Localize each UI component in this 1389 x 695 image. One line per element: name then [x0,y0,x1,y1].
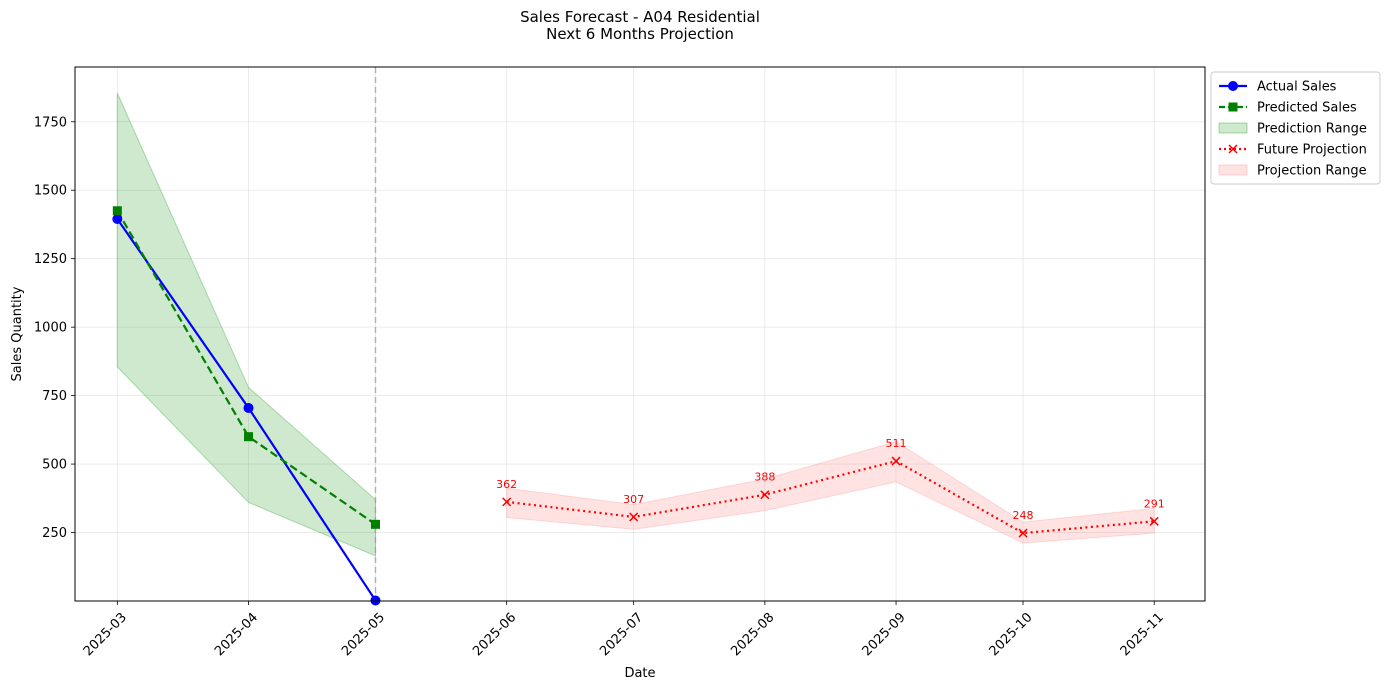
actual-sales-point [243,402,254,413]
x-marker-stroke [1018,528,1028,538]
x-tick-label: 2025-08 [728,610,777,659]
band-layer [116,92,1155,557]
y-tick-label: 750 [42,389,67,404]
future-projection-point [629,512,639,522]
predicted-sales-line [116,210,377,526]
future-projection-point [1149,516,1159,526]
legend-marker [1228,81,1238,91]
legend-marker [1228,144,1238,154]
x-axis-label: Date [624,666,655,681]
legend-label: Actual Sales [1257,80,1337,95]
x-marker-stroke [760,490,770,500]
x-marker-stroke [1228,144,1238,154]
prediction-range-band [116,92,376,557]
future-projection-point [1018,528,1028,538]
chart-subtitle: Next 6 Months Projection [546,25,734,43]
future-projection-point [891,456,901,466]
y-tick-label: 1500 [34,184,67,199]
projection-range-band [506,441,1155,544]
predicted-sales-point [370,519,380,529]
legend-item-prediction-range: Prediction Range [1218,122,1367,137]
projection-data-label: 307 [623,493,644,506]
x-tick-label: 2025-07 [597,610,646,659]
future-projection-point [760,490,770,500]
projection-data-label: 388 [754,471,775,484]
legend: Actual Sales Predicted Sales Prediction Ra… [1210,71,1381,185]
y-axis-label: Sales Quantity [10,286,25,381]
actual-sales-point [112,213,123,224]
predicted-sales-point [112,206,122,216]
projection-data-label: 248 [1013,509,1034,522]
data-label-layer: 362 307 388 511 248 291 [496,437,1165,522]
plot-frame [74,66,1206,602]
x-marker-stroke [891,456,901,466]
x-tick-label: 2025-06 [470,610,519,659]
legend-marker [1228,102,1238,112]
grid-layer [75,67,1205,601]
x-tick-label: 2025-04 [212,610,261,659]
line-layer [116,210,1155,602]
x-marker-stroke [502,497,512,507]
marker-layer [112,206,1159,606]
x-tick-label: 2025-03 [81,610,130,659]
legend-swatch [1218,164,1248,176]
projection-data-label: 291 [1144,497,1165,510]
legend-box [1210,71,1381,185]
x-marker-stroke [629,512,639,522]
x-tick-label: 2025-09 [860,610,909,659]
y-tick-label: 1250 [34,252,67,267]
projection-data-label: 511 [886,437,907,450]
legend-item-predicted-sales: Predicted Sales [1219,101,1357,116]
projection-data-label: 362 [496,478,517,491]
chart-title: Sales Forecast - A04 Residential [520,8,760,26]
x-tick-label: 2025-05 [339,610,388,659]
legend-item-projection-range: Projection Range [1218,164,1367,179]
x-marker-stroke [1149,516,1159,526]
y-tick-label: 1750 [34,115,67,130]
y-tick-label: 250 [42,526,67,541]
x-tick-label: 2025-10 [987,610,1036,659]
y-tick-label: 1000 [34,321,67,336]
x-tick-label: 2025-11 [1118,610,1167,659]
y-tick-label: 500 [42,458,67,473]
legend-label: Future Projection [1257,143,1367,158]
future-projection-point [502,497,512,507]
legend-label: Prediction Range [1257,122,1367,137]
legend-label: Projection Range [1257,164,1367,179]
legend-item-actual-sales: Actual Sales [1219,80,1337,95]
legend-label: Predicted Sales [1257,101,1357,116]
legend-swatch [1218,122,1248,134]
predicted-sales-point [244,432,254,442]
legend-item-future-projection: Future Projection [1219,143,1367,158]
